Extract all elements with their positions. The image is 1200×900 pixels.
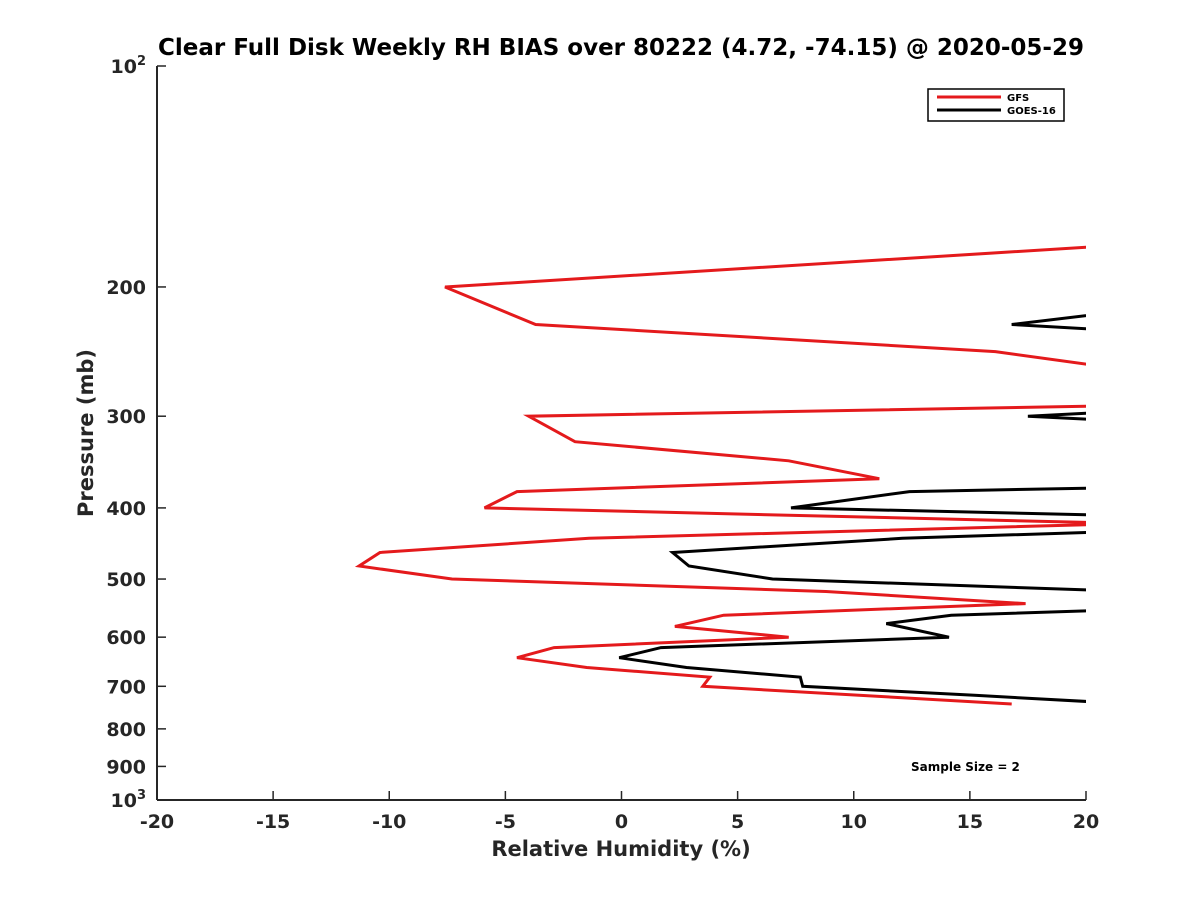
x-tick-label: -10 (372, 811, 406, 833)
y-tick-label: 600 (106, 627, 146, 649)
series-line-gfs (354, 245, 1086, 706)
x-tick-label: 0 (615, 811, 628, 833)
legend: GFS GOES-16 (927, 88, 1065, 122)
legend-label-gfs: GFS (1007, 93, 1029, 104)
x-tick-label: 20 (1073, 811, 1099, 833)
y-tick-label: 700 (106, 676, 146, 698)
y-tick-label: 800 (106, 719, 146, 741)
x-tick-label: -20 (140, 811, 174, 833)
y-tick-label: 200 (106, 277, 146, 299)
x-axis-label: Relative Humidity (%) (491, 837, 750, 861)
sample-size-annotation: Sample Size = 2 (911, 760, 1020, 774)
chart-title: Clear Full Disk Weekly RH BIAS over 8022… (158, 35, 1084, 61)
y-axis-label: Pressure (mb) (74, 349, 98, 517)
x-tick-label: -15 (256, 811, 290, 833)
y-tick-label: 900 (106, 756, 146, 778)
y-tick-label: 400 (106, 498, 146, 520)
x-tick-label: 5 (731, 811, 744, 833)
series-line-goes16 (618, 314, 1086, 703)
y-tick-label: 102 (111, 54, 147, 78)
legend-label-goes16: GOES-16 (1007, 106, 1056, 117)
legend-box (927, 88, 1065, 122)
y-ticks: 102 200 300 400 500 600 700 800 900 103 (106, 54, 166, 812)
x-tick-label: -5 (495, 811, 516, 833)
y-tick-label: 103 (111, 788, 147, 812)
x-tick-label: 10 (841, 811, 867, 833)
x-ticks: -20 -15 -10 -5 0 5 10 15 20 (140, 791, 1099, 833)
y-tick-label: 500 (106, 569, 146, 591)
x-tick-label: 15 (957, 811, 983, 833)
series-layer (354, 245, 1086, 706)
y-tick-label: 300 (106, 406, 146, 428)
